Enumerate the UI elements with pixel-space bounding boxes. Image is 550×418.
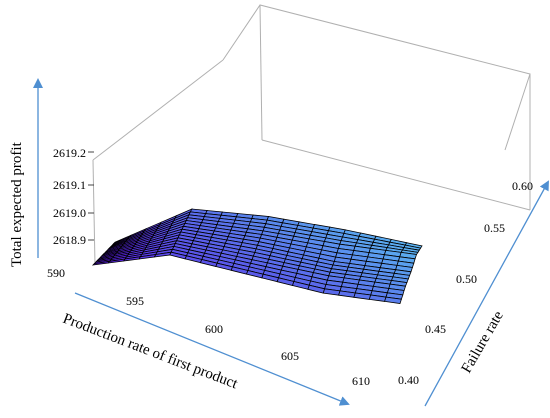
axis-arrows — [33, 78, 549, 407]
x-tick-label: 590 — [47, 266, 65, 280]
y-tick-label: 0.60 — [512, 179, 533, 193]
x-tick-label: 600 — [205, 322, 223, 336]
y-axis: 0.40 0.45 0.50 0.55 0.60 — [398, 179, 533, 387]
y-axis-title: Failure rate — [459, 308, 507, 376]
y-tick-label: 0.55 — [484, 221, 505, 235]
x-axis-arrow — [74, 292, 350, 406]
box-back-top-edge — [222, 4, 531, 151]
x-tick-label: 605 — [281, 349, 299, 363]
y-tick-label: 0.45 — [425, 322, 446, 336]
x-tick-label: 610 — [352, 374, 370, 388]
x-axis: 590 595 600 605 610 — [47, 266, 370, 388]
y-tick-label: 0.50 — [456, 272, 477, 286]
z-tick-label: 2619.1 — [53, 178, 86, 192]
y-axis-arrow — [424, 180, 549, 407]
box-back-vertical-edge — [259, 4, 263, 141]
box-back-bottom-edge — [261, 139, 531, 211]
z-tick-label: 2619.2 — [53, 146, 86, 160]
box-left-back-edge — [92, 59, 224, 161]
surface-mesh — [91, 208, 423, 304]
z-tick-label: 2619.0 — [53, 206, 86, 220]
surface-patch — [384, 296, 402, 304]
y-tick-label: 0.40 — [398, 373, 419, 387]
x-tick-label: 595 — [126, 294, 144, 308]
z-tick-label: 2618.9 — [53, 233, 86, 247]
z-axis-title: Total expected profit — [9, 141, 25, 267]
z-axis: 2619.2 2619.1 2619.0 2618.9 — [53, 146, 94, 247]
